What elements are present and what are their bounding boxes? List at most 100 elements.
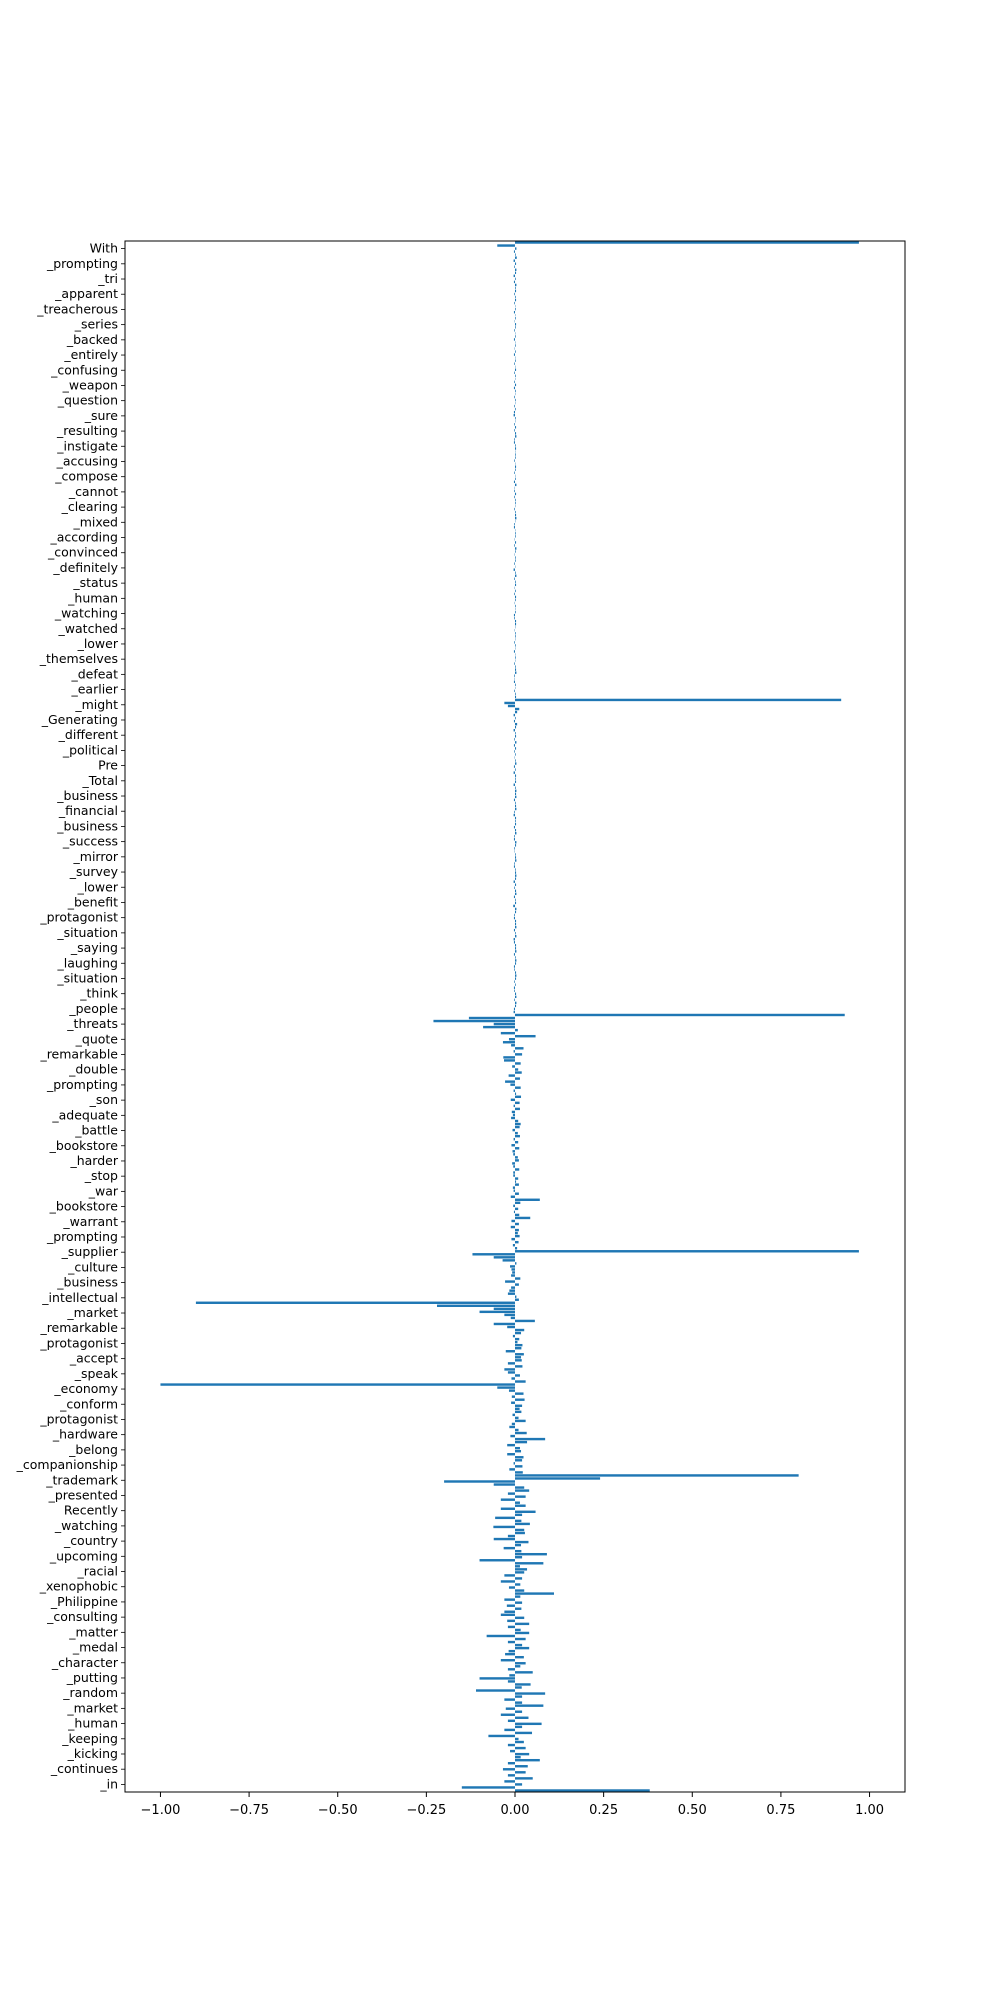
bar [515, 1628, 521, 1632]
bar [513, 965, 515, 968]
bar [513, 1153, 515, 1156]
bar [515, 1119, 519, 1123]
category-label: _sure [84, 408, 119, 423]
bar [515, 513, 517, 517]
bar [461, 1786, 515, 1789]
category-label: _themselves [39, 651, 118, 666]
category-label: _people [68, 1001, 118, 1016]
bar [515, 1631, 530, 1635]
bar [504, 1728, 515, 1732]
category-label: _apparent [54, 286, 118, 301]
bar [515, 1028, 518, 1032]
bar [513, 1189, 515, 1192]
category-label: _bookstore [49, 1138, 119, 1153]
bar [515, 807, 517, 811]
category-label: _think [79, 986, 118, 1001]
bar [515, 535, 516, 538]
bar [515, 1062, 521, 1065]
bar [515, 604, 516, 608]
bar [514, 616, 515, 620]
bar [515, 1337, 520, 1341]
category-label: _intellectual [41, 1290, 118, 1305]
bar [515, 1616, 525, 1620]
bar [515, 753, 516, 756]
bar [515, 1459, 523, 1462]
bar [511, 1274, 515, 1277]
bar [515, 1765, 528, 1768]
bar [515, 1183, 519, 1186]
bar [515, 768, 516, 771]
bar [515, 1446, 520, 1450]
bar [513, 895, 515, 899]
bar [513, 986, 515, 989]
bar [505, 1080, 515, 1083]
bar [515, 1122, 521, 1126]
bar [515, 801, 516, 805]
bar [515, 1125, 520, 1129]
bar [515, 359, 516, 362]
category-label: _human [67, 1716, 118, 1731]
bar [514, 292, 515, 296]
bar [514, 489, 515, 493]
bar [515, 268, 517, 271]
bar [515, 1783, 523, 1786]
bar [514, 329, 515, 332]
category-label: _culture [67, 1259, 118, 1274]
bar [488, 1734, 515, 1738]
bar [515, 792, 517, 796]
bar [514, 662, 515, 665]
bar [511, 1219, 515, 1223]
bar [514, 998, 515, 1002]
category-label: _remarkable [39, 1047, 118, 1062]
bar [515, 1034, 536, 1038]
bar [512, 1244, 515, 1247]
category-label: _companionship [16, 1457, 118, 1472]
bar [515, 804, 517, 808]
bar [515, 1771, 526, 1774]
bar [515, 1589, 525, 1592]
bar [515, 944, 517, 947]
bar [515, 1356, 522, 1359]
bar [515, 468, 516, 471]
bar [514, 835, 515, 838]
category-label: _treacherous [36, 301, 118, 316]
bar [513, 1462, 515, 1465]
bar [515, 1068, 519, 1071]
bar [514, 471, 515, 474]
bar [515, 1710, 523, 1713]
category-label: _accusing [56, 453, 118, 468]
bar [515, 1431, 527, 1435]
bar [515, 1419, 526, 1423]
bar [513, 783, 515, 786]
bar [514, 689, 515, 693]
category-label: _resulting [56, 423, 118, 438]
category-label: _presented [48, 1487, 118, 1502]
bar [511, 1422, 515, 1426]
bar [515, 695, 517, 699]
bar [515, 635, 516, 638]
category-label: _different [58, 727, 118, 742]
bar [515, 732, 516, 735]
bar [514, 544, 515, 547]
bar [514, 523, 515, 526]
bar [514, 404, 515, 408]
bar [515, 1247, 518, 1250]
bar [515, 1595, 521, 1598]
bar [513, 744, 515, 747]
bar [493, 1022, 515, 1026]
category-label: _political [62, 742, 118, 757]
bar [507, 1719, 515, 1723]
bar [514, 362, 515, 365]
bar [513, 274, 515, 278]
bar [515, 1655, 524, 1659]
category-label: _xenophobic [39, 1579, 118, 1594]
bar [515, 1692, 546, 1695]
category-label: With [90, 241, 118, 256]
bar [515, 632, 516, 635]
bar [515, 1095, 522, 1098]
category-label: _belong [68, 1442, 118, 1457]
bar [510, 1083, 515, 1086]
bar [515, 510, 516, 514]
bar [515, 1686, 522, 1689]
bar [515, 1331, 522, 1335]
